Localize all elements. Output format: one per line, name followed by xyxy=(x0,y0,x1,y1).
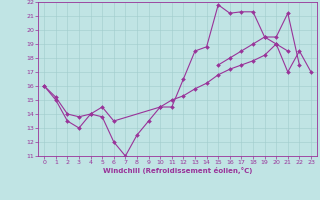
X-axis label: Windchill (Refroidissement éolien,°C): Windchill (Refroidissement éolien,°C) xyxy=(103,167,252,174)
